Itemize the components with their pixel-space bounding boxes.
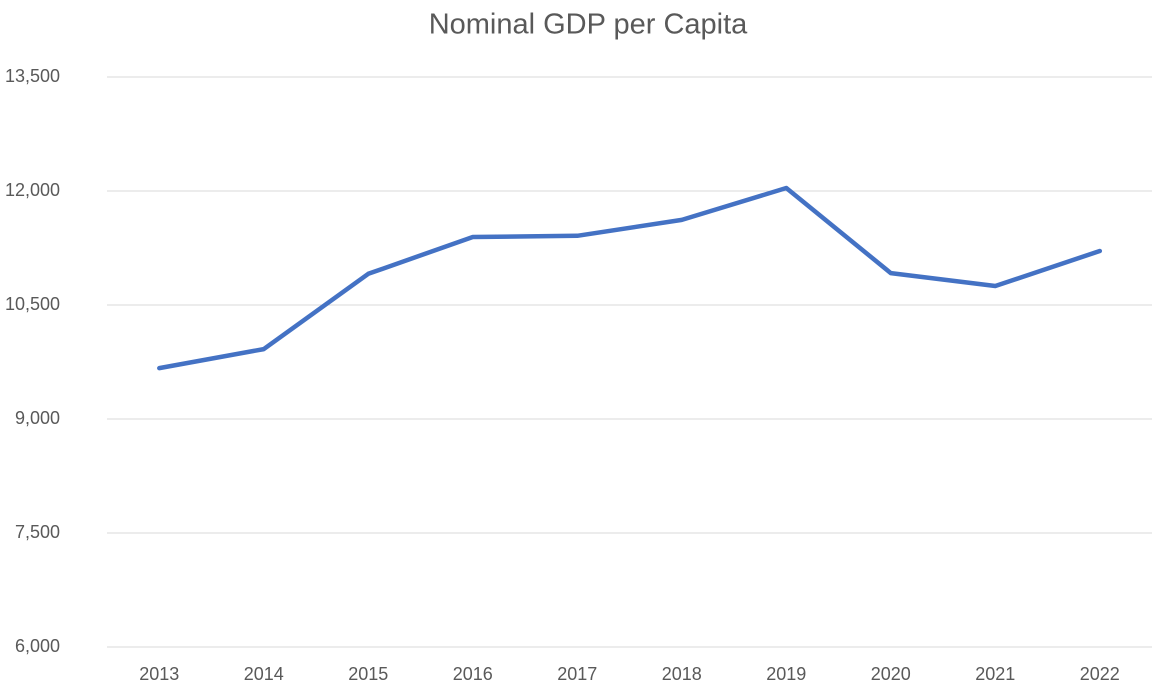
y-tick-label: 10,500 xyxy=(5,294,60,314)
x-tick-label: 2021 xyxy=(975,664,1015,684)
x-tick-label: 2016 xyxy=(453,664,493,684)
x-tick-label: 2015 xyxy=(348,664,388,684)
y-tick-label: 13,500 xyxy=(5,66,60,86)
y-tick-label: 7,500 xyxy=(15,522,60,542)
y-tick-label: 12,000 xyxy=(5,180,60,200)
x-tick-label: 2017 xyxy=(557,664,597,684)
x-tick-label: 2014 xyxy=(244,664,284,684)
x-tick-label: 2020 xyxy=(871,664,911,684)
y-tick-label: 6,000 xyxy=(15,636,60,656)
x-tick-label: 2013 xyxy=(139,664,179,684)
x-tick-label: 2022 xyxy=(1080,664,1120,684)
y-tick-label: 9,000 xyxy=(15,408,60,428)
chart-title: Nominal GDP per Capita xyxy=(429,9,748,41)
x-tick-label: 2018 xyxy=(662,664,702,684)
x-tick-label: 2019 xyxy=(766,664,806,684)
data-line xyxy=(157,185,1103,371)
